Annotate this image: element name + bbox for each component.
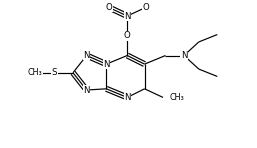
Text: N: N: [83, 86, 90, 95]
Text: N: N: [181, 51, 187, 60]
Text: N: N: [103, 60, 109, 69]
Text: CH₃: CH₃: [169, 93, 184, 102]
Text: O: O: [142, 3, 149, 12]
Text: N: N: [124, 12, 131, 21]
Text: CH₃: CH₃: [27, 68, 42, 77]
Text: O: O: [124, 31, 131, 40]
Text: N: N: [124, 93, 131, 102]
Text: S: S: [52, 68, 57, 77]
Text: O: O: [105, 3, 112, 12]
Text: N: N: [83, 51, 90, 60]
